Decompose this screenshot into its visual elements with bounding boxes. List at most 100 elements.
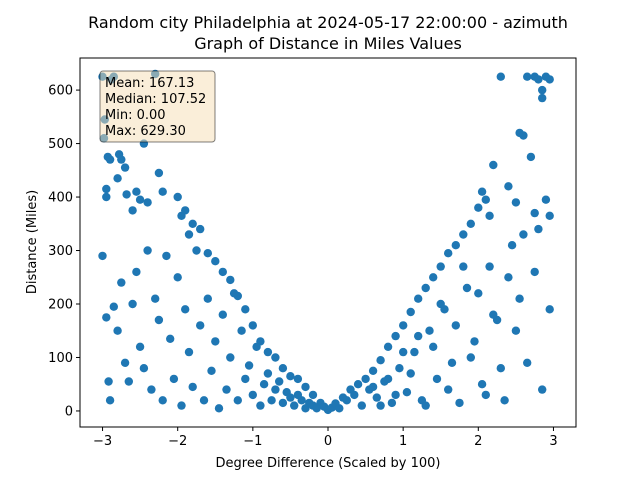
data-point-102 — [147, 385, 156, 394]
data-point-27 — [196, 224, 205, 234]
data-point-39 — [286, 372, 295, 381]
data-point-6 — [105, 155, 115, 164]
data-point-162 — [447, 358, 457, 367]
data-point-177 — [511, 326, 521, 335]
data-point-61 — [436, 262, 445, 271]
y-tick-label: 400 — [48, 191, 73, 206]
data-point-21 — [158, 187, 167, 196]
x-tick-label: 3 — [549, 434, 557, 449]
data-point-160 — [432, 374, 442, 384]
x-tick-label: −1 — [243, 434, 262, 449]
data-point-139 — [286, 393, 295, 402]
data-point-77 — [526, 152, 536, 162]
data-point-20 — [154, 168, 164, 178]
data-point-156 — [402, 388, 412, 397]
data-point-64 — [459, 230, 468, 239]
ticks-layer: −3 −2 −1 0 1 2 3 0 100 200 300 400 500 600 — [48, 84, 557, 449]
data-point-137 — [278, 398, 288, 408]
data-point-4 — [102, 192, 111, 202]
data-point-25 — [184, 230, 194, 239]
chart-title: Random city Philadelphia at 2024-05-17 2… — [88, 13, 568, 32]
data-point-126 — [237, 326, 246, 335]
data-point-148 — [342, 396, 351, 405]
y-tick-label: 100 — [48, 351, 73, 366]
data-point-28 — [203, 249, 212, 258]
data-point-195 — [376, 401, 385, 410]
data-point-132 — [259, 380, 269, 389]
data-point-103 — [151, 294, 160, 303]
data-point-55 — [391, 331, 400, 341]
data-point-92 — [109, 302, 119, 311]
data-point-189 — [421, 401, 430, 410]
data-point-88 — [98, 251, 107, 261]
data-point-130 — [252, 342, 261, 351]
data-point-112 — [184, 347, 194, 357]
data-point-175 — [545, 305, 554, 314]
data-point-58 — [414, 294, 423, 303]
data-point-22 — [173, 192, 182, 202]
data-point-140 — [290, 401, 299, 410]
stats-box-background — [99, 70, 216, 143]
data-point-187 — [436, 299, 445, 309]
data-point-154 — [387, 398, 397, 408]
data-point-127 — [241, 374, 250, 384]
data-point-63 — [451, 241, 460, 250]
stats-median: Median: 107.52 — [105, 92, 206, 107]
data-point-108 — [169, 374, 179, 384]
stats-box: Mean: 167.13 Median: 107.52 Min: 0.00 Ma… — [99, 70, 216, 143]
data-point-164 — [462, 283, 472, 293]
data-point-115 — [196, 321, 205, 330]
data-point-182 — [474, 289, 483, 298]
y-tick-label: 500 — [48, 137, 73, 152]
data-point-131 — [256, 401, 265, 410]
data-point-91 — [105, 396, 115, 405]
data-point-185 — [451, 321, 460, 330]
data-point-169 — [500, 396, 509, 405]
data-point-111 — [181, 305, 190, 314]
data-point-101 — [143, 246, 152, 255]
data-point-146 — [312, 404, 321, 413]
data-point-118 — [207, 366, 216, 375]
data-point-31 — [226, 275, 235, 285]
data-point-75 — [519, 131, 528, 140]
data-point-98 — [132, 267, 141, 277]
data-point-65 — [466, 219, 475, 228]
data-point-183 — [466, 353, 475, 362]
plot-frame — [79, 57, 577, 428]
data-point-70 — [489, 160, 498, 170]
data-point-142 — [297, 396, 306, 405]
stats-max: Max: 629.30 — [105, 124, 186, 139]
data-point-82 — [545, 75, 554, 84]
data-point-193 — [391, 390, 400, 400]
data-point-57 — [406, 307, 415, 317]
x-tick-label: 2 — [474, 434, 482, 449]
data-point-105 — [158, 396, 167, 405]
data-point-76 — [523, 72, 532, 81]
data-point-123 — [226, 353, 235, 362]
data-point-184 — [459, 262, 468, 271]
data-point-38 — [278, 364, 288, 373]
data-point-68 — [481, 195, 490, 204]
data-point-176 — [519, 230, 528, 239]
data-point-52 — [368, 366, 378, 375]
data-point-94 — [117, 278, 126, 287]
data-point-40 — [293, 374, 303, 384]
data-point-73 — [511, 198, 521, 207]
data-point-95 — [120, 358, 130, 367]
x-tick-label: −2 — [168, 434, 187, 449]
stats-mean: Mean: 167.13 — [105, 76, 194, 91]
data-point-159 — [425, 326, 434, 335]
data-point-106 — [162, 251, 171, 261]
data-point-56 — [399, 321, 408, 330]
data-point-170 — [507, 241, 517, 250]
data-point-113 — [188, 382, 197, 392]
data-point-136 — [275, 377, 284, 386]
data-point-33 — [241, 305, 250, 314]
data-point-14 — [128, 206, 137, 215]
data-point-172 — [523, 358, 532, 367]
data-point-181 — [481, 390, 490, 400]
data-point-124 — [229, 289, 239, 298]
data-point-121 — [218, 310, 227, 319]
